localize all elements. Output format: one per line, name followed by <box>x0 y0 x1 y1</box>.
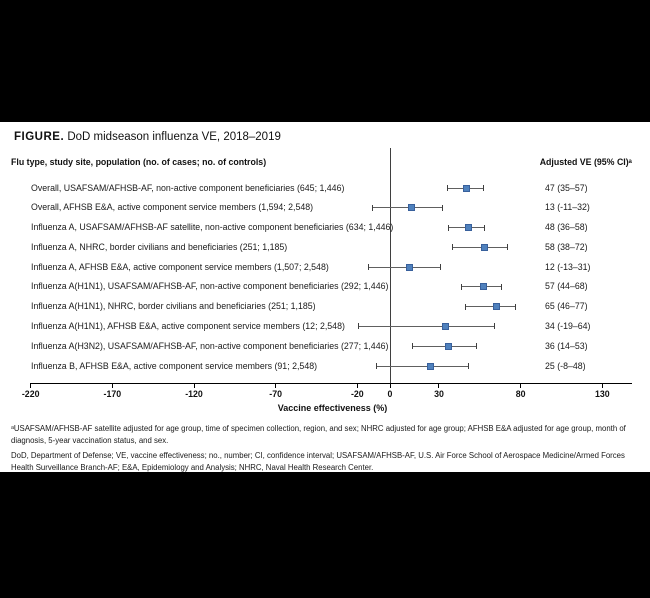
ci-cap-high <box>467 363 469 370</box>
axis-tick-label: -20 <box>350 389 364 399</box>
ci-cap-high <box>507 244 509 251</box>
adjusted-ve-value: 36 (14–53) <box>545 340 588 351</box>
ci-cap-high <box>484 224 486 231</box>
row-label: Influenza A(H1N1), USAFSAM/AFHSB-AF, non… <box>31 281 389 292</box>
axis-tick-label: 0 <box>387 389 393 399</box>
ci-cap-high <box>500 283 502 290</box>
adjusted-ve-value: 47 (35–57) <box>545 182 588 193</box>
footnotes: ᵃUSAFSAM/AFHSB-AF satellite adjusted for… <box>11 423 641 477</box>
figure-title-text: DoD midseason influenza VE, 2018–2019 <box>67 131 281 143</box>
ci-cap-low <box>368 264 370 271</box>
figure-title: FIGURE. DoD midseason influenza VE, 2018… <box>14 131 281 143</box>
point-marker <box>407 204 415 212</box>
adjusted-ve-value: 57 (44–68) <box>545 281 588 292</box>
axis-tick-label: -220 <box>21 389 40 399</box>
row-label: Influenza A, NHRC, border civilians and … <box>31 241 288 252</box>
ci-cap-low <box>461 283 463 290</box>
ci-cap-high <box>440 264 442 271</box>
x-axis-title: Vaccine effectiveness (%) <box>277 403 388 413</box>
ci-whisker <box>452 246 508 248</box>
adjusted-ve-value: 34 (-19–64) <box>545 320 591 331</box>
left-column-header: Flu type, study site, population (no. of… <box>11 157 267 167</box>
axis-tick-label: 130 <box>594 389 610 399</box>
ci-cap-high <box>476 343 478 350</box>
axis-tick-label: 80 <box>515 389 526 399</box>
footnote-adjustment: ᵃUSAFSAM/AFHSB-AF satellite adjusted for… <box>11 424 626 445</box>
axis-tick-label: -70 <box>269 389 283 399</box>
adjusted-ve-value: 12 (-13–31) <box>545 261 591 272</box>
adjusted-ve-value: 25 (-8–48) <box>545 360 586 371</box>
right-column-header: Adjusted VE (95% CI)ᵃ <box>539 157 632 167</box>
axis-tick <box>193 384 195 388</box>
axis-tick-label: 30 <box>434 389 444 399</box>
axis-tick <box>520 384 522 388</box>
x-axis-line <box>29 383 632 384</box>
point-marker <box>464 224 472 232</box>
point-marker <box>481 243 489 251</box>
ci-cap-low <box>451 244 453 251</box>
row-label: Influenza A, AFHSB E&A, active component… <box>31 261 329 272</box>
ci-cap-low <box>358 323 360 330</box>
ci-cap-low <box>464 303 466 310</box>
adjusted-ve-value: 48 (36–58) <box>545 222 588 233</box>
ci-cap-high <box>441 204 443 211</box>
ci-whisker <box>376 365 469 367</box>
adjusted-ve-value: 65 (46–77) <box>545 301 588 312</box>
row-label: Influenza B, AFHSB E&A, active component… <box>31 360 318 371</box>
row-label: Influenza A(H1N1), AFHSB E&A, active com… <box>31 320 345 331</box>
footnote-abbreviations: DoD, Department of Defense; VE, vaccine … <box>11 451 625 472</box>
ci-cap-high <box>515 303 517 310</box>
row-label: Influenza A(H3N2), USAFSAM/AFHSB-AF, non… <box>31 340 389 351</box>
axis-tick <box>601 384 603 388</box>
ci-whisker <box>368 266 441 268</box>
ci-cap-low <box>371 204 373 211</box>
row-label: Influenza A, USAFSAM/AFHSB-AF satellite,… <box>31 222 394 233</box>
adjusted-ve-value: 58 (38–72) <box>545 241 588 252</box>
axis-tick <box>356 384 358 388</box>
figure-panel <box>0 122 650 472</box>
axis-tick <box>111 384 113 388</box>
ci-cap-low <box>412 343 414 350</box>
row-label: Overall, USAFSAM/AFHSB-AF, non-active co… <box>31 182 345 193</box>
adjusted-ve-value: 13 (-11–32) <box>545 202 590 213</box>
ci-whisker <box>372 207 443 209</box>
point-marker <box>492 303 500 311</box>
axis-tick <box>30 384 32 388</box>
point-marker <box>445 342 453 350</box>
point-marker <box>406 263 414 271</box>
ci-cap-low <box>448 224 450 231</box>
point-marker <box>479 283 487 291</box>
figure-title-prefix: FIGURE. <box>14 131 65 143</box>
axis-tick <box>389 384 391 388</box>
ci-whisker <box>412 345 477 347</box>
axis-tick-label: -170 <box>103 389 122 399</box>
axis-tick <box>275 384 277 388</box>
ci-cap-low <box>446 185 448 191</box>
point-marker <box>427 362 435 370</box>
ci-whisker <box>358 325 495 327</box>
point-marker <box>463 184 471 192</box>
ci-cap-high <box>494 323 496 330</box>
ci-cap-low <box>376 363 378 370</box>
axis-tick-label: -120 <box>185 389 203 399</box>
row-label: Influenza A(H1N1), NHRC, border civilian… <box>31 301 316 312</box>
ci-cap-high <box>482 185 484 191</box>
axis-tick <box>438 384 440 388</box>
point-marker <box>442 322 450 330</box>
row-label: Overall, AFHSB E&A, active component ser… <box>31 202 314 213</box>
zero-reference-line <box>389 148 391 383</box>
ci-whisker <box>465 306 516 308</box>
